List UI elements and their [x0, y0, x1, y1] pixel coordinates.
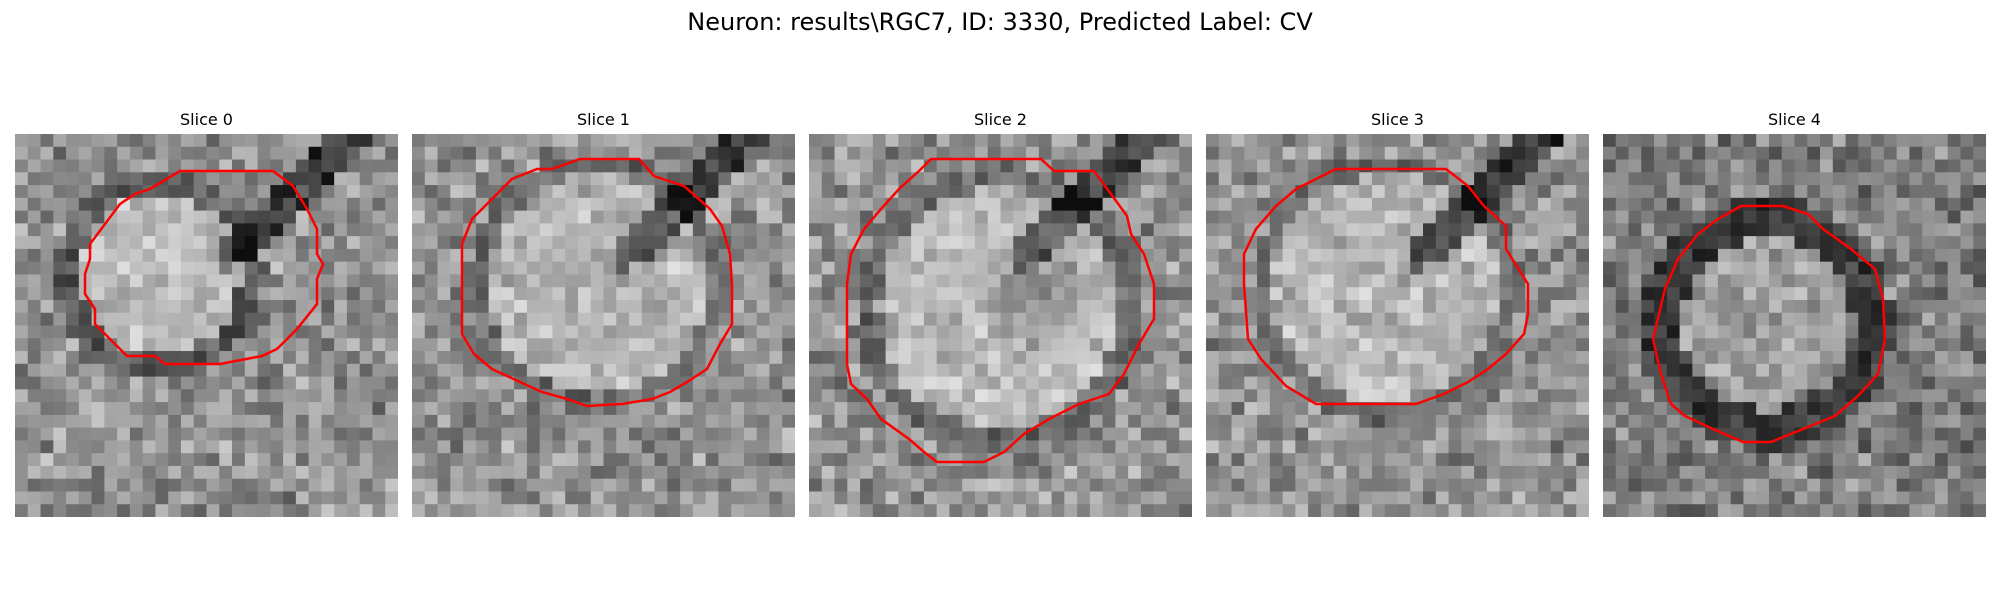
slice-0-image — [15, 134, 398, 517]
slice-0-pixels — [15, 134, 398, 517]
slice-2-outline — [845, 157, 1156, 464]
slice-0-title: Slice 0 — [180, 110, 233, 129]
slice-4-image — [1603, 134, 1986, 517]
slice-1-outline — [460, 157, 734, 408]
slice-1-title: Slice 1 — [577, 110, 630, 129]
slice-2-image — [809, 134, 1192, 517]
slice-2-pixels — [809, 134, 1192, 517]
slice-4-pixels — [1603, 134, 1986, 517]
slice-0-svg — [15, 134, 398, 517]
slice-1-svg — [412, 134, 795, 517]
slice-1-pixels — [412, 134, 795, 517]
slice-4-outline — [1651, 204, 1887, 444]
slice-3-pixels — [1206, 134, 1589, 517]
slice-0-outline — [83, 169, 325, 366]
slice-2-svg — [809, 134, 1192, 517]
figure-title: Neuron: results\RGC7, ID: 3330, Predicte… — [687, 8, 1313, 36]
slice-1-image — [412, 134, 795, 517]
slice-2-title: Slice 2 — [974, 110, 1027, 129]
slice-4-title: Slice 4 — [1768, 110, 1821, 129]
slice-3-title: Slice 3 — [1371, 110, 1424, 129]
slice-3-svg — [1206, 134, 1589, 517]
slice-3-outline — [1242, 167, 1530, 406]
slice-3-image — [1206, 134, 1589, 517]
slice-4-svg — [1603, 134, 1986, 517]
